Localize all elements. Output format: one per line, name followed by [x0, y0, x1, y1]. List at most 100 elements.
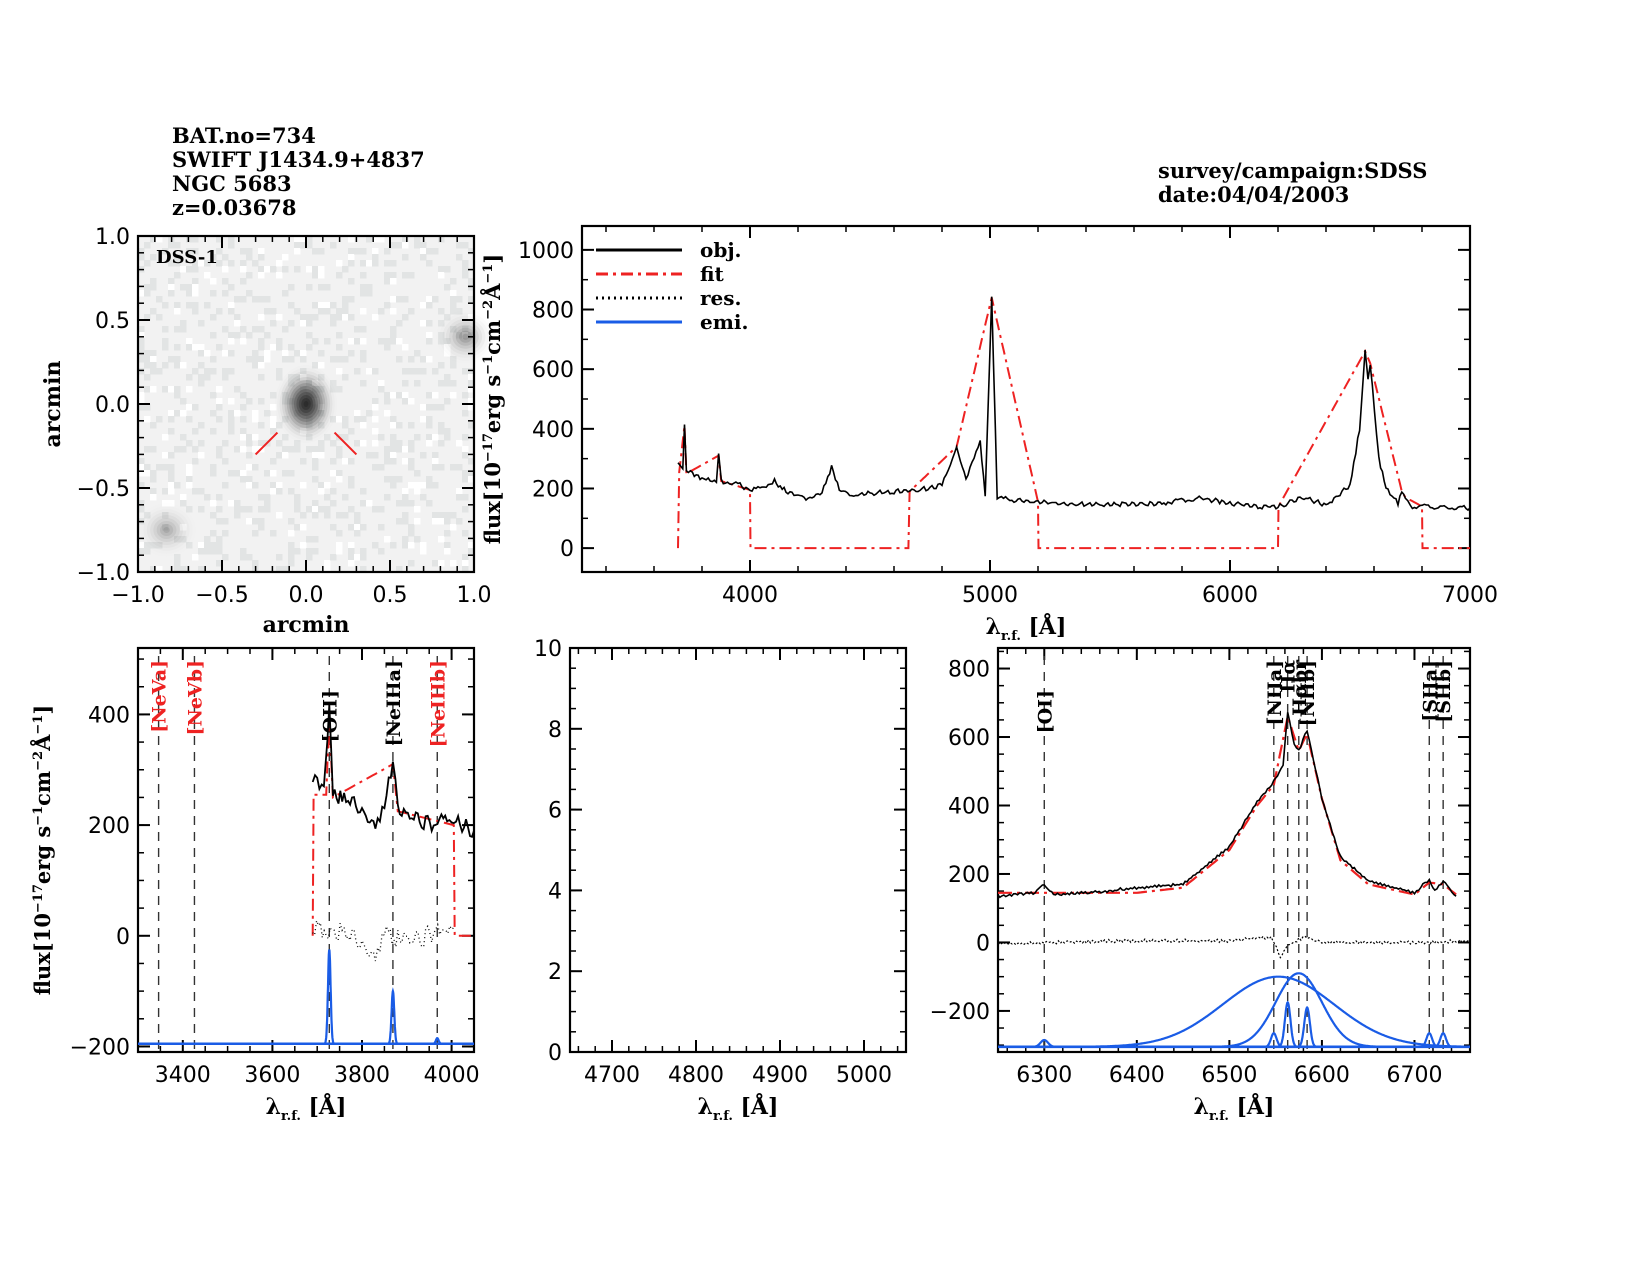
image-pixel: [216, 536, 223, 543]
image-pixel: [378, 548, 385, 555]
image-pixel: [144, 284, 151, 291]
image-pixel: [174, 344, 181, 351]
image-pixel: [348, 260, 355, 267]
image-pixel: [144, 446, 151, 453]
image-pixel: [192, 368, 199, 375]
image-pixel: [138, 398, 145, 405]
image-pixel: [390, 326, 397, 333]
image-pixel: [294, 236, 301, 243]
image-pixel: [390, 272, 397, 279]
image-pixel: [462, 242, 469, 249]
target-marker: [333, 431, 358, 456]
image-pixel: [198, 542, 205, 549]
image-pixel: [462, 470, 469, 477]
image-pixel: [456, 296, 463, 303]
image-pixel: [216, 446, 223, 453]
image-pixel: [168, 260, 175, 267]
image-pixel: [264, 500, 271, 507]
image-pixel: [162, 326, 169, 333]
image-pixel: [180, 326, 187, 333]
line-marker-label: [NeIIIb]: [427, 660, 449, 747]
image-pixel: [342, 512, 349, 519]
image-pixel: [384, 452, 391, 459]
image-pixel: [150, 368, 157, 375]
image-pixel: [246, 254, 253, 261]
image-pixel: [198, 350, 205, 357]
image-pixel: [384, 248, 391, 255]
image-pixel: [378, 338, 385, 345]
image-pixel: [348, 350, 355, 357]
image-pixel: [138, 470, 145, 477]
image-pixel: [312, 386, 319, 393]
image-pixel: [426, 356, 433, 363]
image-pixel: [426, 392, 433, 399]
image-pixel: [162, 524, 169, 531]
image-pixel: [270, 488, 277, 495]
image-pixel: [222, 458, 229, 465]
y-tick-label: 0: [976, 931, 990, 956]
image-pixel: [240, 548, 247, 555]
image-pixel: [306, 548, 313, 555]
image-pixel: [198, 506, 205, 513]
x-axis-label: λr.f. [Å]: [266, 1093, 347, 1124]
image-pixel: [306, 392, 313, 399]
image-pixel: [198, 320, 205, 327]
image-pixel: [138, 338, 145, 345]
source-2: [156, 521, 177, 539]
image-pixel: [324, 482, 331, 489]
image-pixel: [450, 278, 457, 285]
image-pixel: [186, 266, 193, 273]
image-pixel: [468, 278, 475, 285]
image-pixel: [348, 296, 355, 303]
image-pixel: [384, 446, 391, 453]
image-pixel: [294, 446, 301, 453]
image-pixel: [420, 494, 427, 501]
image-pixel: [450, 512, 457, 519]
image-pixel: [156, 416, 163, 423]
image-pixel: [462, 332, 469, 339]
image-pixel: [420, 356, 427, 363]
image-pixel: [282, 254, 289, 261]
image-pixel: [444, 530, 451, 537]
y-tick-label: 400: [532, 418, 574, 443]
image-pixel: [444, 284, 451, 291]
image-pixel: [408, 368, 415, 375]
image-pixel: [318, 284, 325, 291]
image-pixel: [222, 290, 229, 297]
image-pixel: [444, 314, 451, 321]
image-pixel: [264, 506, 271, 513]
image-pixel: [156, 368, 163, 375]
image-pixel: [360, 350, 367, 357]
image-pixel: [138, 458, 145, 465]
image-pixel: [408, 440, 415, 447]
image-pixel: [228, 416, 235, 423]
image-pixel: [300, 350, 307, 357]
image-pixel: [402, 272, 409, 279]
image-pixel: [390, 446, 397, 453]
image-pixel: [408, 422, 415, 429]
image-pixel: [180, 410, 187, 417]
image-pixel: [438, 272, 445, 279]
image-pixel: [294, 266, 301, 273]
source-0: [284, 377, 328, 431]
image-pixel: [276, 344, 283, 351]
survey-campaign: survey/campaign:SDSS: [1158, 158, 1428, 183]
image-pixel: [228, 260, 235, 267]
image-pixel: [138, 482, 145, 489]
image-pixel: [444, 338, 451, 345]
image-pixel: [180, 266, 187, 273]
x-tick-label: 3800: [334, 1063, 390, 1088]
image-pixel: [186, 542, 193, 549]
image-pixel: [336, 512, 343, 519]
image-pixel: [246, 464, 253, 471]
image-pixel: [258, 338, 265, 345]
image-pixel: [438, 518, 445, 525]
image-pixel: [174, 272, 181, 279]
image-pixel: [318, 446, 325, 453]
image-pixel: [300, 320, 307, 327]
image-pixel: [192, 458, 199, 465]
image-pixel: [174, 260, 181, 267]
image-pixel: [342, 296, 349, 303]
image-pixel: [330, 470, 337, 477]
line-marker-label: [SIIa]: [1419, 660, 1441, 722]
